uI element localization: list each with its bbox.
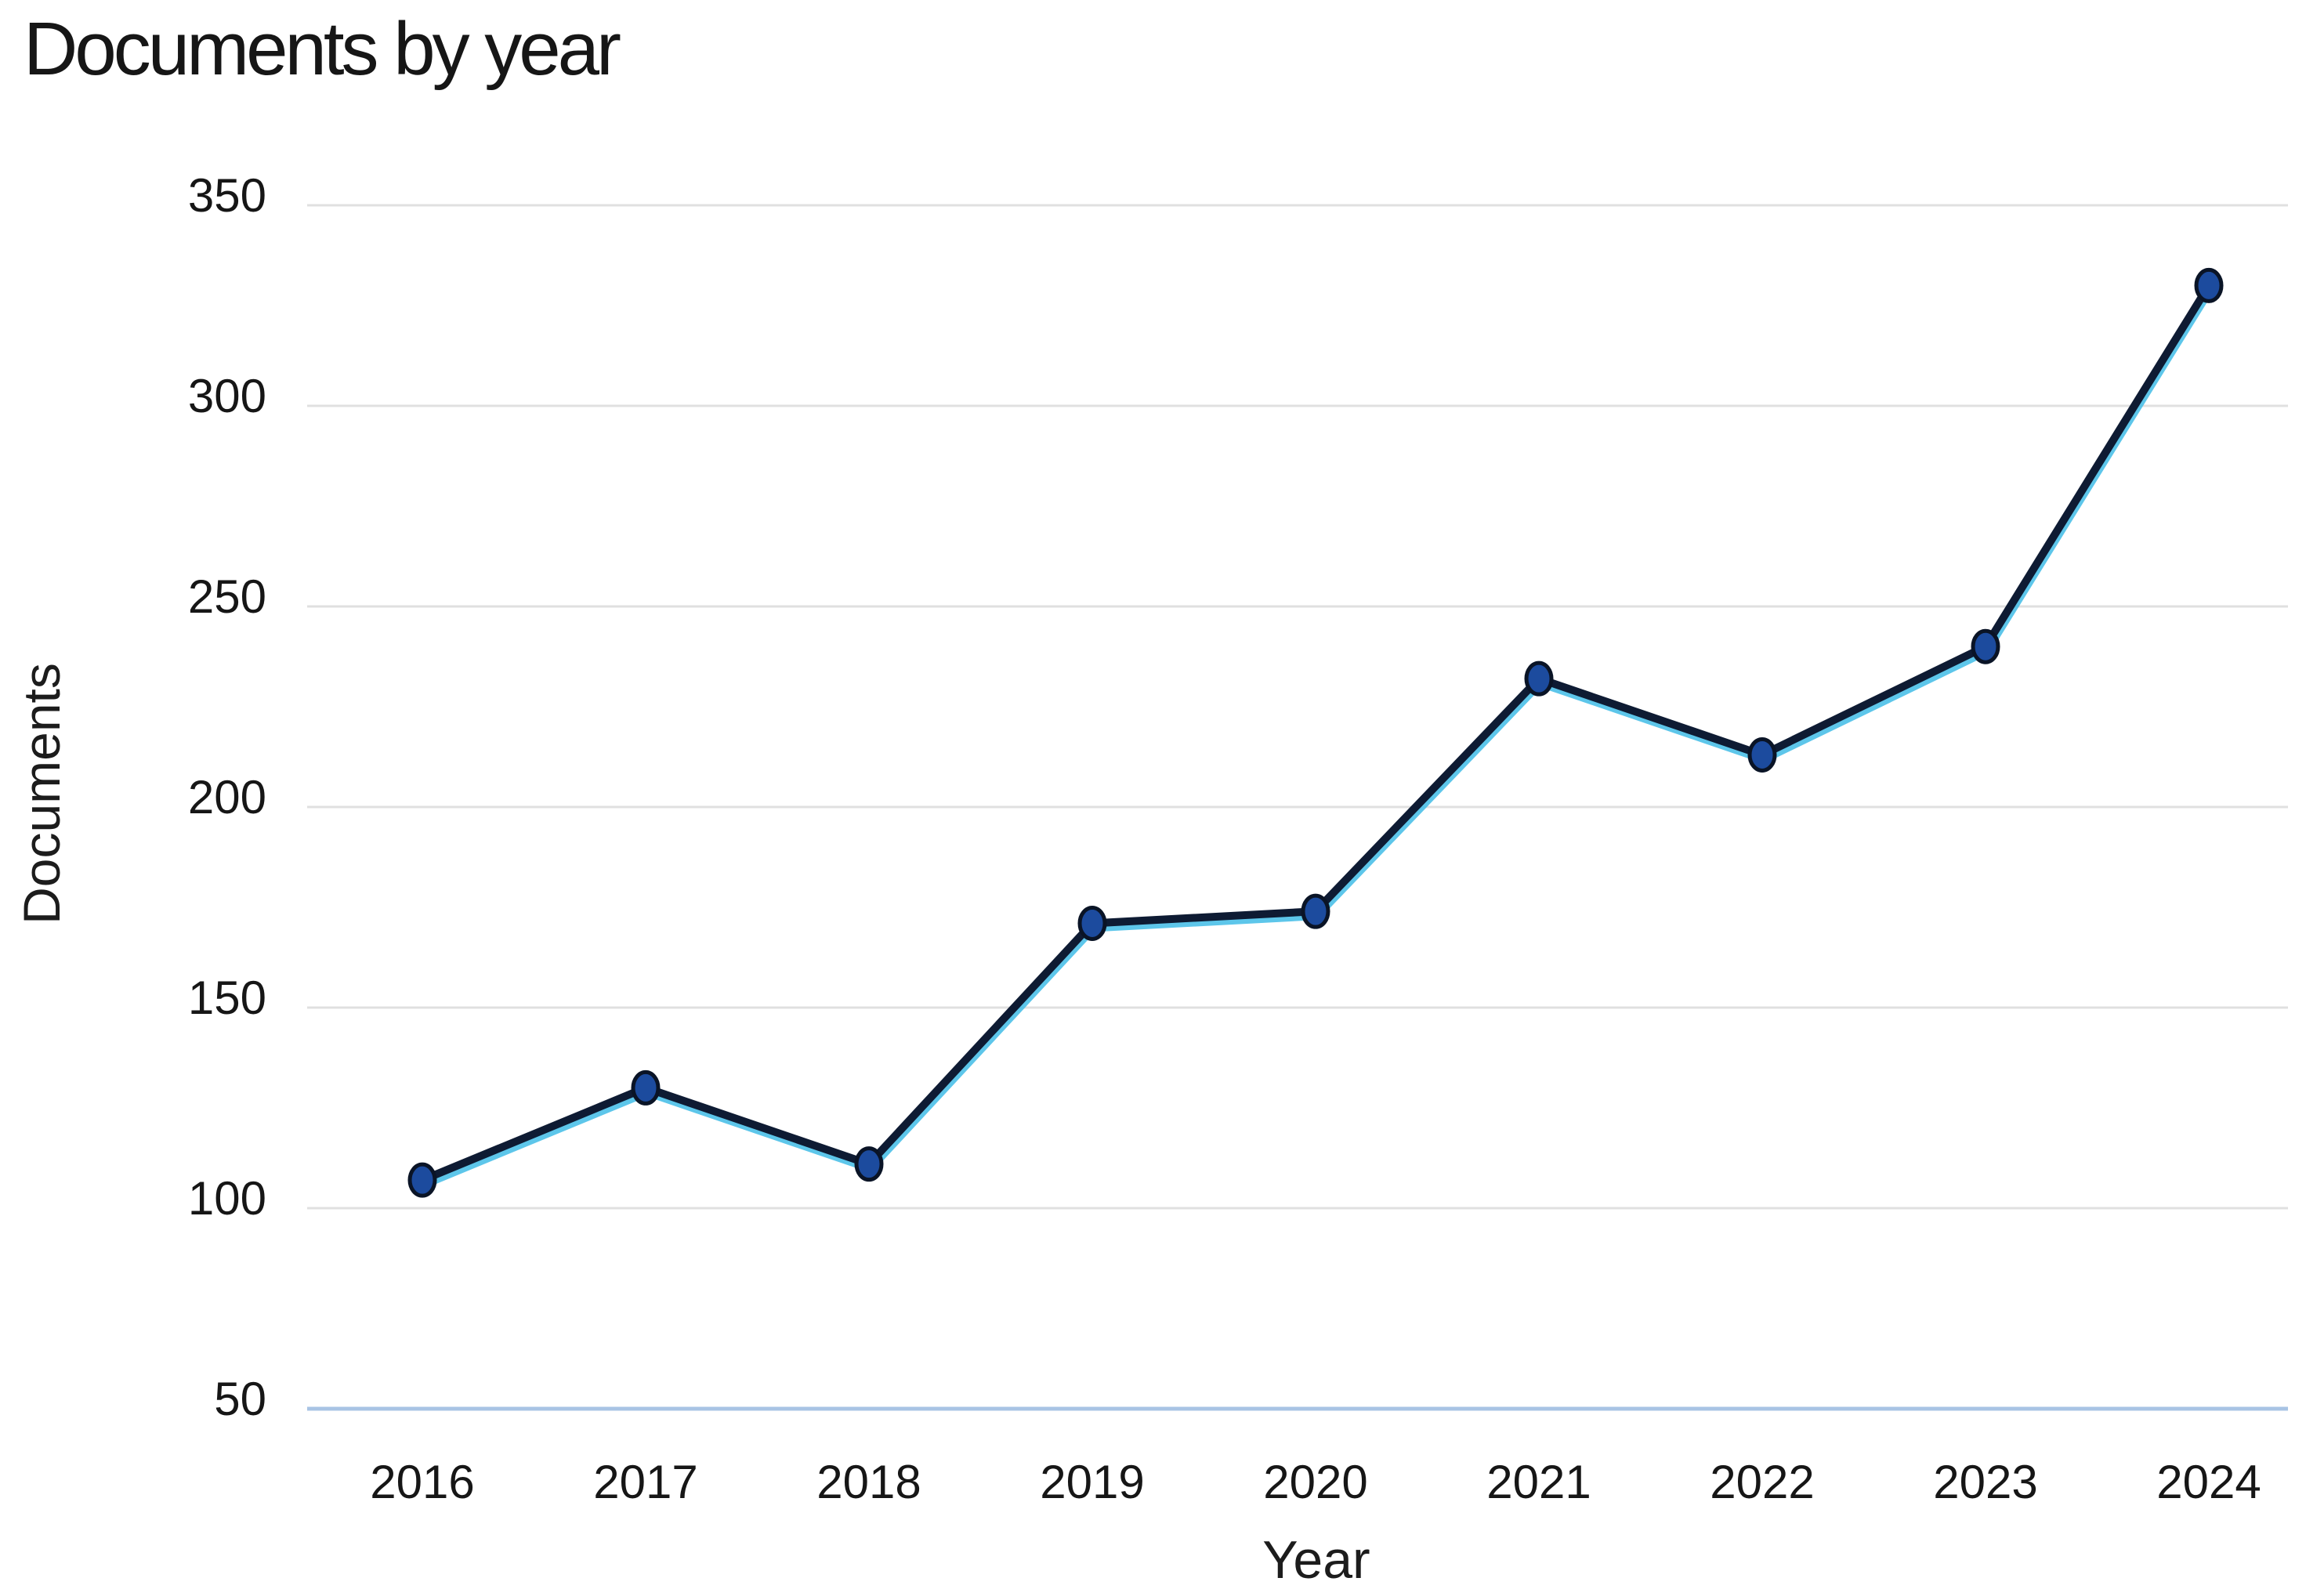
x-tick-label: 2022 — [1710, 1456, 1814, 1508]
x-tick-label: 2017 — [593, 1456, 697, 1508]
data-point-marker — [1524, 660, 1554, 697]
y-tick-label: 50 — [214, 1373, 266, 1425]
y-tick-label: 300 — [188, 370, 266, 422]
y-tick-label: 150 — [188, 972, 266, 1024]
y-tick-label: 100 — [188, 1172, 266, 1225]
x-tick-label: 2021 — [1486, 1456, 1591, 1508]
y-tick-label: 250 — [188, 570, 266, 623]
data-point-marker — [1971, 628, 2000, 664]
series-line-halo — [421, 288, 2214, 1189]
x-axis-title: Year — [1262, 1530, 1370, 1590]
data-point-marker — [854, 1146, 884, 1182]
data-point-marker — [1077, 905, 1107, 941]
data-point-marker — [1301, 893, 1330, 929]
y-tick-label: 200 — [188, 771, 266, 823]
x-tick-label: 2023 — [1933, 1456, 2037, 1508]
x-tick-label: 2020 — [1263, 1456, 1367, 1508]
data-point-marker — [1747, 736, 1777, 773]
data-point-marker — [407, 1162, 437, 1198]
data-point-marker — [631, 1069, 661, 1106]
y-tick-label: 350 — [188, 169, 266, 222]
data-point-marker — [2194, 267, 2224, 303]
x-tick-label: 2018 — [816, 1456, 921, 1508]
chart-title: Documents by year — [24, 7, 621, 91]
x-tick-label: 2024 — [2156, 1456, 2261, 1508]
x-tick-label: 2016 — [370, 1456, 474, 1508]
series-line — [418, 281, 2213, 1185]
x-tick-label: 2019 — [1040, 1456, 1144, 1508]
